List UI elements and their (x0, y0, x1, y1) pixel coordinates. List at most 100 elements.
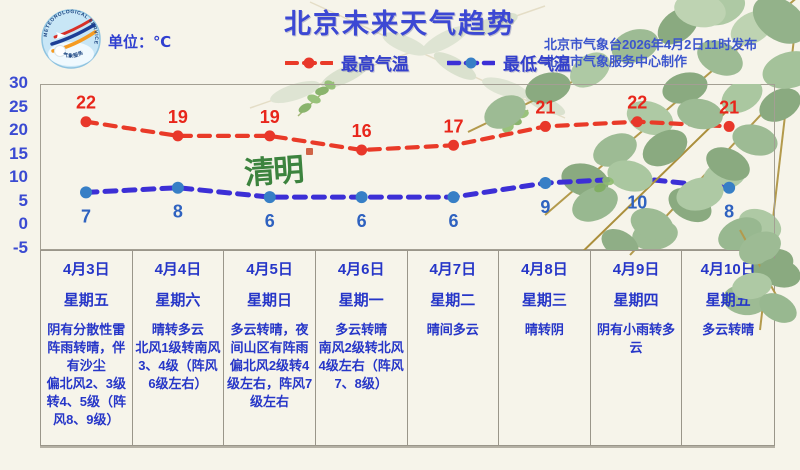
high-temp-point (172, 130, 184, 142)
y-axis-tick: 20 (9, 120, 28, 140)
high-temp-value: 19 (260, 107, 280, 127)
low-temp-point (355, 191, 368, 204)
forecast-wind: 偏北风2、3级转4、5级（阵风8、9级） (46, 375, 127, 427)
low-temp-value: 10 (627, 192, 647, 212)
forecast-day-column: 4月7日星期二晴间多云 (408, 251, 500, 445)
forecast-weekday: 星期五 (705, 292, 751, 309)
forecast-day-column: 4月5日星期日多云转晴，夜间山区有阵雨 偏北风2级转4级左右，阵风7级左右 (224, 251, 316, 445)
plot-border (40, 84, 775, 250)
low-temp-value: 6 (357, 211, 367, 231)
y-axis-tick: 15 (9, 143, 28, 163)
high-temp-value: 16 (352, 121, 372, 141)
high-temp-value: 21 (719, 97, 739, 117)
low-temp-value: 8 (724, 202, 734, 222)
high-temp-value: 17 (443, 116, 463, 136)
temperature-chart: 22 19 19 16 17 21 22 21 7 8 6 6 6 9 10 8 (40, 84, 775, 250)
forecast-day-column: 4月6日星期一多云转晴南风2级转北风4级左右（阵风7、8级） (316, 251, 408, 445)
low-temp-value: 6 (265, 211, 275, 231)
forecast-weather: 晴间多云 (426, 322, 479, 337)
logo-bottom-text: 气象服务 (61, 49, 85, 60)
low-temp-point (80, 186, 92, 199)
meteorological-service-logo-icon: METEOROLOGICAL SERVICE 气象服务 (41, 9, 101, 69)
forecast-weekday: 星期一 (338, 292, 384, 309)
y-axis: 30 25 20 15 10 5 0 -5 (0, 0, 34, 260)
high-temp-point (448, 139, 459, 151)
high-temp-point (539, 120, 551, 132)
small-sprig (297, 80, 529, 139)
forecast-date: 4月8日 (521, 261, 568, 278)
festival-seal-icon (306, 148, 313, 155)
forecast-day-column: 4月10日星期五多云转晴 (682, 251, 774, 445)
legend-item-low: 最低气温 (447, 50, 571, 75)
forecast-table: 4月3日星期五阴有分散性雷阵雨转晴，伴有沙尘 偏北风2、3级转4、5级（阵风8、9… (40, 250, 775, 446)
chart-overlay-leaves (572, 84, 763, 250)
y-axis-tick: 10 (9, 167, 28, 187)
forecast-day-column: 4月9日星期四阴有小雨转多云 (591, 251, 683, 445)
forecast-wind: 北风1级转南风3、4级（阵风6级左右） (135, 339, 221, 391)
low-temp-value: 7 (81, 206, 91, 226)
legend-label-high: 最高气温 (341, 55, 409, 74)
low-temp-point (263, 191, 276, 204)
value-labels-group: 22 19 19 16 17 21 22 21 7 8 6 6 6 9 10 8 (76, 93, 739, 231)
forecast-date: 4月10日 (700, 261, 756, 278)
forecast-wind: 南风2级转北风4级左右（阵风7、8级） (318, 339, 404, 391)
high-temp-point (356, 144, 368, 156)
low-temp-point (723, 181, 736, 194)
low-temp-value: 8 (173, 202, 183, 222)
high-temp-point (80, 116, 92, 128)
forecast-date: 4月9日 (612, 261, 660, 278)
low-temp-value: 9 (540, 197, 550, 217)
forecast-weather: 晴转阴 (524, 322, 564, 337)
forecast-wind: 偏北风2级转4级左右，阵风7级左右 (226, 357, 313, 409)
y-axis-tick: 0 (18, 214, 28, 234)
high-temp-point (264, 130, 276, 142)
forecast-weekday: 星期五 (63, 292, 109, 309)
forecast-weekday: 星期四 (613, 292, 659, 309)
forecast-weather: 多云转晴 (335, 322, 388, 337)
forecast-weather: 多云转晴 (702, 322, 755, 337)
low-temp-point (447, 191, 460, 204)
forecast-weather: 晴转多云 (151, 322, 204, 337)
forecast-day-column: 4月3日星期五阴有分散性雷阵雨转晴，伴有沙尘 偏北风2、3级转4、5级（阵风8、9… (41, 251, 133, 445)
forecast-date: 4月7日 (429, 261, 477, 278)
pale-title-leaves (249, 1, 566, 119)
high-temp-value: 21 (535, 97, 555, 117)
low-temp-value: 6 (448, 211, 458, 231)
forecast-date: 4月5日 (246, 261, 293, 278)
forecast-weekday: 星期三 (521, 292, 567, 309)
low-temp-line-sample-icon (447, 57, 495, 68)
forecast-date: 4月6日 (337, 261, 385, 278)
forecast-date: 4月3日 (62, 261, 110, 278)
high-temp-value: 22 (76, 93, 96, 113)
forecast-weekday: 星期六 (155, 292, 201, 309)
high-temp-point (631, 116, 643, 128)
forecast-weekday: 星期二 (430, 292, 476, 309)
high-temp-value: 19 (168, 107, 188, 127)
forecast-weekday: 星期日 (247, 292, 293, 309)
qingming-festival-mark: 清明 (243, 152, 304, 192)
high-temp-point (723, 120, 735, 132)
y-axis-tick: 30 (9, 73, 28, 92)
high-temp-value: 22 (627, 93, 647, 113)
legend-item-high: 最高气温 (285, 50, 409, 75)
y-axis-tick: 25 (9, 96, 28, 116)
unit-label: 单位：℃ (108, 34, 172, 51)
page-title: 北京未来天气趋势 (284, 9, 516, 39)
low-temp-point (171, 181, 184, 194)
issued-line1: 北京市气象台2026年4月2日11时发布 (544, 37, 758, 52)
y-axis-tick: 5 (18, 190, 28, 210)
forecast-day-column: 4月8日星期三晴转阴 (499, 251, 591, 445)
forecast-weather: 阴有小雨转多云 (597, 322, 676, 355)
issued-line2: 北京市气象服务中心制作 (544, 54, 688, 70)
legend-label-low: 最低气温 (503, 55, 571, 74)
y-axis-tick: -5 (12, 238, 28, 257)
issued-info: 北京市气象台2026年4月2日11时发布 北京市气象服务中心制作 (544, 36, 757, 70)
forecast-weather: 阴有分散性雷阵雨转晴，伴有沙尘 (47, 322, 126, 373)
forecast-weather: 多云转晴，夜间山区有阵雨 (230, 322, 309, 355)
low-temp-point (539, 177, 552, 189)
forecast-day-column: 4月4日 星期六 晴转多云 北风1级转南风3、4级（阵风6级左右） (133, 251, 225, 445)
chart-canvas: 22 19 19 16 17 21 22 21 7 8 6 6 6 9 10 8 (40, 84, 775, 250)
high-temp-line-sample-icon (285, 57, 333, 68)
high-temp-line (83, 119, 732, 153)
chart-legend: 最高气温 最低气温 (28, 50, 800, 75)
